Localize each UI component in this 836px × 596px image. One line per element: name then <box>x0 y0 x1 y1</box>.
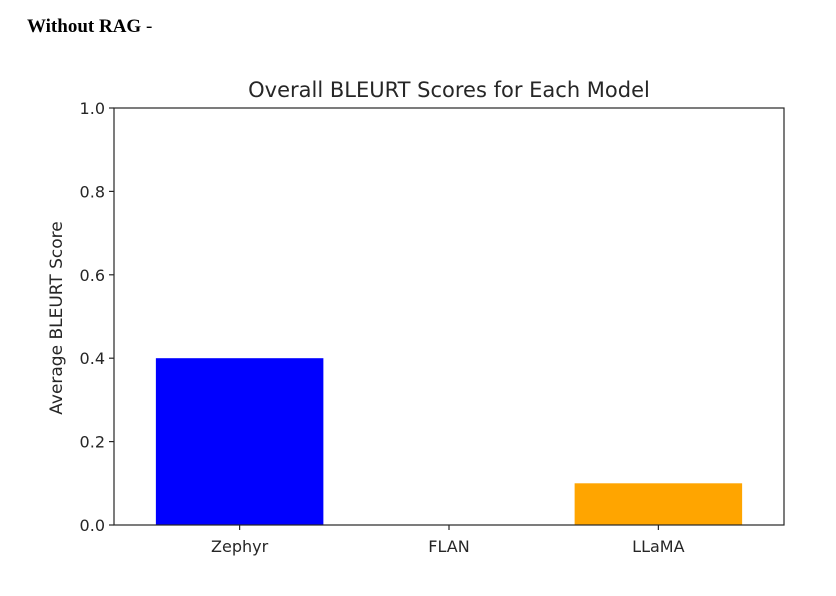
y-tick-label: 0.2 <box>80 433 105 452</box>
bars-layer <box>155 358 743 525</box>
plot-frame <box>113 107 785 526</box>
y-tick-label: 1.0 <box>80 99 105 118</box>
bar-zephyr <box>155 358 324 525</box>
y-tick-label: 0.0 <box>80 516 105 535</box>
section-heading-separator: - <box>145 16 153 37</box>
section-heading-label: Without RAG <box>27 16 142 37</box>
chart-title: Overall BLEURT Scores for Each Model <box>248 78 650 102</box>
y-tick-label: 0.4 <box>80 349 105 368</box>
y-tick-label: 0.6 <box>80 266 105 285</box>
x-tick-label: Zephyr <box>211 537 269 556</box>
y-ticks-layer: 0.0 0.2 0.4 0.6 0.8 1.0 <box>80 99 114 535</box>
x-ticks-layer: Zephyr FLAN LLaMA <box>211 525 685 556</box>
x-tick-label: FLAN <box>428 537 469 556</box>
x-tick-label: LLaMA <box>632 537 684 556</box>
section-heading: Without RAG - <box>27 16 152 38</box>
y-tick-label: 0.8 <box>80 182 105 201</box>
y-axis-label: Average BLEURT Score <box>47 221 67 415</box>
bar-llama <box>574 483 743 525</box>
